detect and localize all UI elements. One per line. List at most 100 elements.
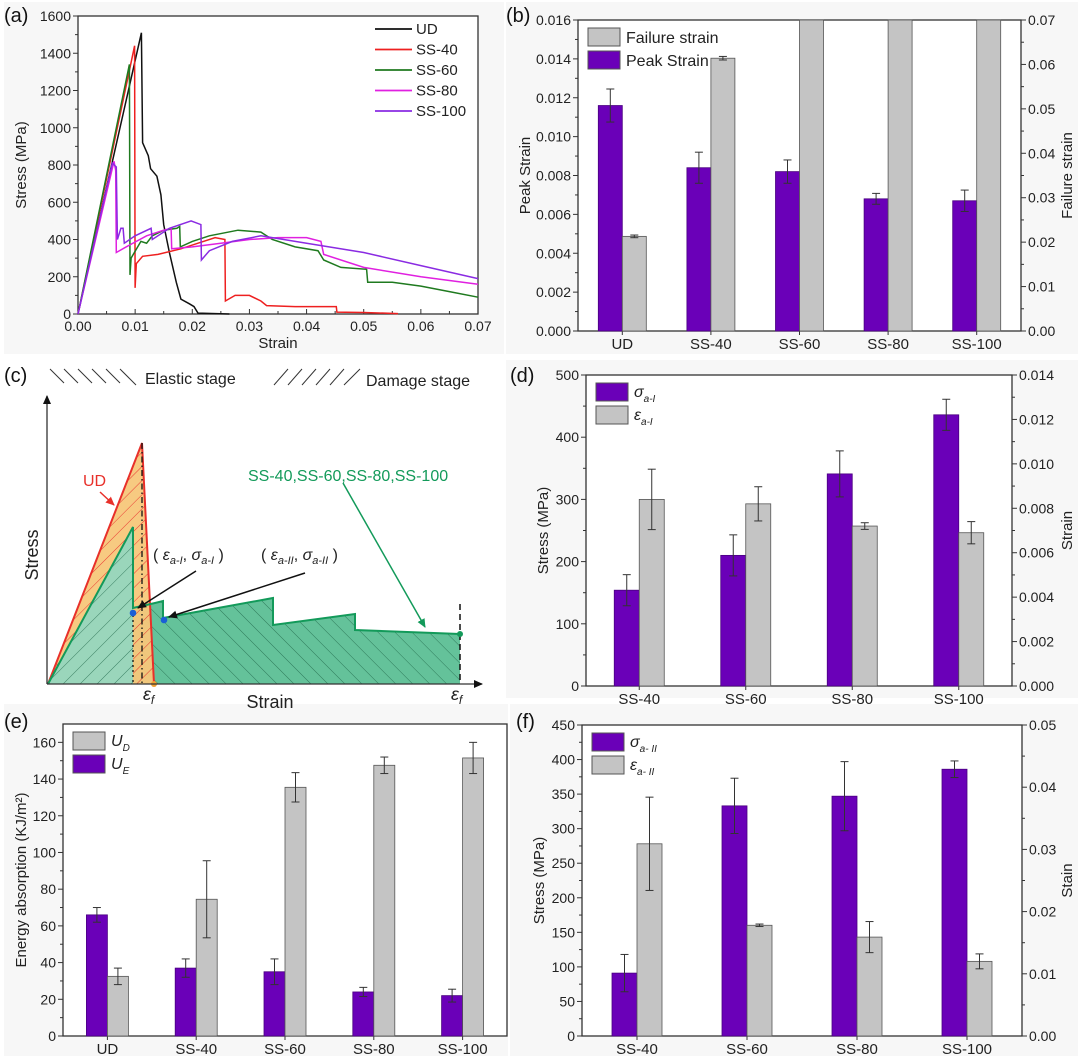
y-tick-label: 50 [559,993,575,1009]
panel-e-energy-absorption-bar-chart: (e) 0 20 40 60 80 100 120 140 160 Energy absorptio… [4,711,508,1058]
y-tick-label: 80 [40,881,56,897]
series-line-ss-80 [77,161,479,315]
point-a-II-label: ( εa-II, σa-II ) [261,547,338,567]
bar-secondary [710,57,736,332]
bar-secondary [799,19,824,332]
bar-secondary [284,786,307,1037]
plot-area [77,15,479,315]
y-tick-label: 350 [552,786,576,802]
y2-tick-label: 0.04 [1029,779,1056,795]
bar-primary [174,967,197,1037]
panel-label: (c) [4,365,27,387]
x-tick-label: UD [97,1041,119,1058]
legend-damage-label: Damage stage [366,373,470,390]
bar-primary [952,200,978,332]
y-tick-label: 120 [33,808,57,824]
bar-secondary [745,503,772,687]
y-tick-label: 1200 [40,83,71,99]
x-tick-label: SS-40 [175,1041,217,1058]
x-axis-label: Strain [246,692,293,712]
x-tick-label: SS-60 [779,336,821,353]
y-axis-label: Stress (MPa) [13,121,30,209]
legend-swatch-gray [595,405,629,425]
bar-primary [941,768,968,1037]
panel-d-first-damage-bar-chart: (d) 0 100 200 300 400 500 Stress (MPa) 0.000 0.00… [510,365,1076,708]
x-tick-label: UD [611,336,633,353]
y-tick-label: 0.002 [536,284,571,300]
y2-tick-label: 0.04 [1028,145,1055,161]
legend-label: Failure strain [626,30,718,47]
y2-tick-label: 0.008 [1019,500,1054,516]
x-tick-label: 0.02 [179,318,206,334]
legend-label: SS-40 [416,42,458,59]
bar-primary [86,914,108,1037]
legend-elastic-stage: Elastic stage [49,368,236,388]
y-tick-label: 200 [48,269,72,285]
y-tick-label: 0 [48,1028,56,1044]
y2-tick-label: 0.03 [1029,841,1056,857]
x-tick-label: SS-40 [690,336,732,353]
legend-label: UE [111,756,130,777]
y-axis-label: Stress (MPa) [531,837,548,925]
y-tick-label: 400 [48,232,72,248]
bar-secondary [976,19,1002,332]
x-tick-label: SS-80 [353,1041,395,1058]
y-tick-label: 1400 [40,45,71,61]
bar-secondary [966,960,993,1037]
x-tick-label: SS-60 [725,691,767,708]
y-tick-label: 160 [33,734,57,750]
bar-secondary [746,924,773,1037]
bar-secondary [373,764,396,1037]
y2-tick-label: 0.012 [1019,411,1054,427]
bar-secondary [107,975,129,1037]
y-tick-label: 600 [48,194,72,210]
ss-annotation: SS-40,SS-60,SS-80,SS-100 [248,468,448,485]
series-line-ss-60 [77,64,479,315]
bar-secondary [462,757,485,1037]
y-axis-label: Stress (MPa) [535,487,552,575]
y2-tick-label: 0.01 [1028,279,1055,295]
y2-tick-label: 0.05 [1028,101,1055,117]
bar-primary [721,805,748,1037]
bar-primary [933,414,960,687]
y-tick-label: 0.008 [536,168,571,184]
y-axis-label: Energy absorption (KJ/m²) [13,792,30,967]
ef-label-ud: εf [143,684,156,707]
legend-swatch-gray [587,27,621,47]
y-tick-label: 400 [556,429,580,445]
y-tick-label: 0.000 [536,323,571,339]
y-tick-label: 100 [552,959,576,975]
panel-label: (e) [4,711,28,733]
ef-label-ss: εf [451,684,464,707]
bar-primary [352,991,375,1037]
legend-elastic-label: Elastic stage [145,371,236,388]
panel-f-second-damage-bar-chart: (f) 0 50 100 150 200 250 300 350 400 450 Stress (MP… [516,711,1076,1058]
damage-hatch-swatch [273,368,361,386]
bar-primary [826,473,853,687]
y-tick-label: 1600 [40,8,71,24]
y-tick-label: 0 [571,678,579,694]
y2-tick-label: 0.002 [1019,634,1054,650]
legend-label: UD [416,21,438,38]
y2-axis-label: Stain [1059,863,1076,897]
legend-swatch-purple [595,382,629,402]
y2-tick-label: 0.004 [1019,589,1054,605]
bar-primary [686,167,712,332]
y-tick-label: 450 [552,717,576,733]
x-tick-label: SS-60 [264,1041,306,1058]
y2-tick-label: 0.02 [1028,234,1055,250]
legend-swatch-purple [587,50,621,70]
y-tick-label: 140 [33,771,57,787]
y-tick-label: 100 [33,844,57,860]
ss-damage-area [133,598,460,684]
elastic-hatch-swatch [49,368,137,386]
y2-tick-label: 0.02 [1029,904,1056,920]
panel-label: (a) [4,5,28,27]
legend-swatch-gray [72,731,106,751]
y2-tick-label: 0.01 [1029,966,1056,982]
y-tick-label: 300 [552,821,576,837]
legend-damage-stage: Damage stage [273,368,470,390]
y-tick-label: 200 [552,890,576,906]
x-tick-label: SS-80 [831,691,873,708]
legend-label: Peak Strain [626,53,709,70]
